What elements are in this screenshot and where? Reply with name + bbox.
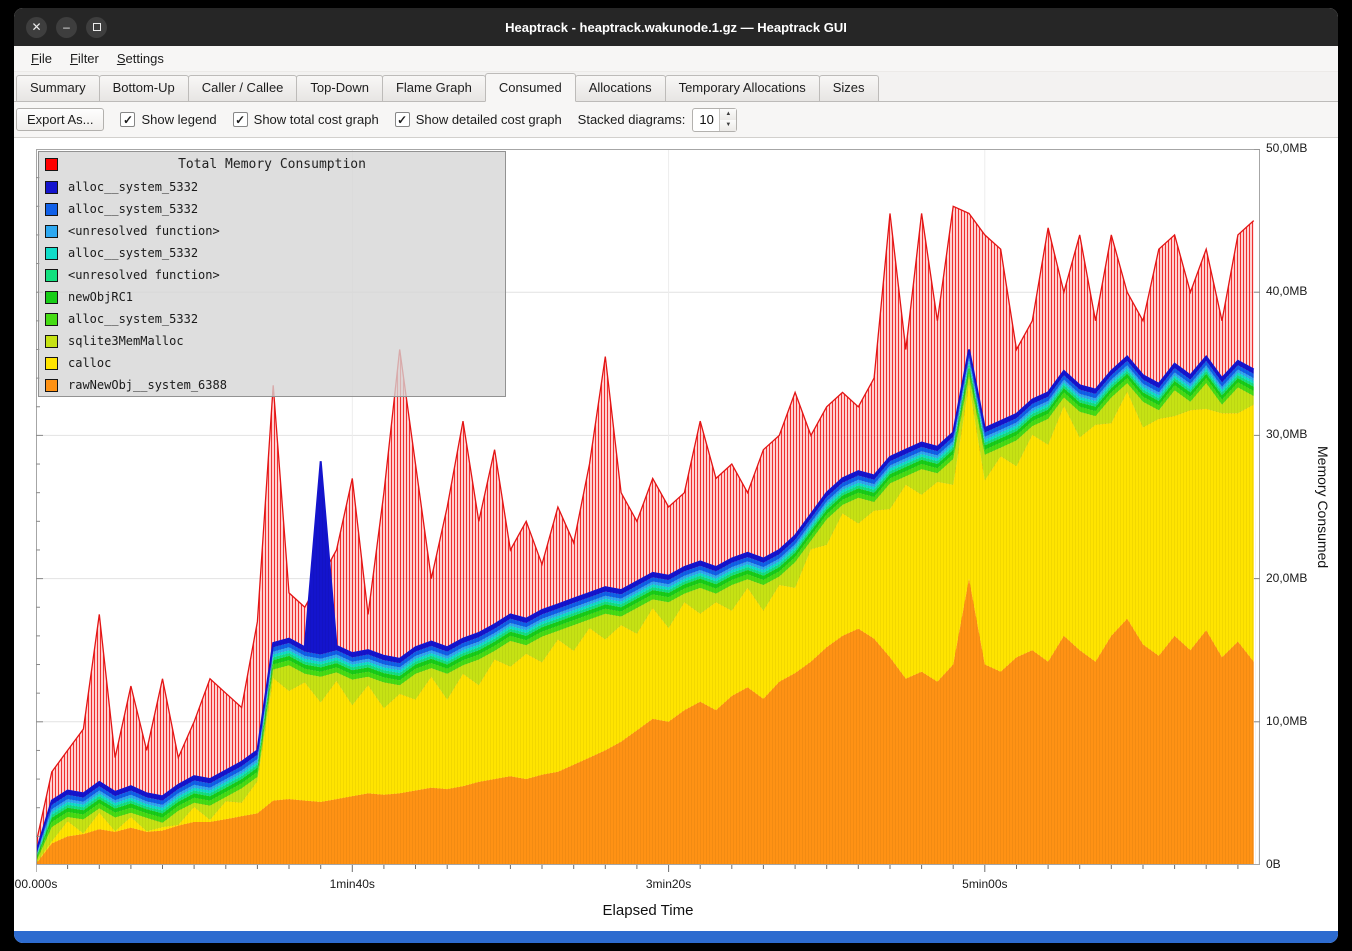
legend-item: alloc__system_5332 (39, 176, 505, 198)
stacked-diagrams-value: 10 (699, 111, 714, 127)
checkbox-group: ✓ Show legend ✓ Show total cost graph ✓ Show … (120, 112, 562, 127)
checkbox-label: Show detailed cost graph (415, 112, 562, 127)
legend-item: <unresolved function> (39, 220, 505, 242)
export-as-button[interactable]: Export As... (16, 108, 105, 131)
checkbox-show-total-cost-graph[interactable]: ✓ Show total cost graph (232, 112, 379, 127)
checkbox-show-legend[interactable]: ✓ Show legend (120, 112, 217, 127)
tab-sizes[interactable]: Sizes (818, 75, 879, 101)
checkmark-icon[interactable]: ✓ (120, 112, 136, 127)
legend-item: alloc__system_5332 (39, 308, 505, 330)
legend-rows: alloc__system_5332 alloc__system_5332 <unr… (39, 176, 505, 396)
menu-settings[interactable]: Settings (116, 50, 164, 66)
menu-bar: File Filter Settings (14, 46, 1338, 72)
legend-title: Total Memory Consumption (178, 156, 366, 172)
title-bar[interactable]: ✕ – Heaptrack - heaptrack.wakunode.1.gz —… (14, 8, 1338, 46)
legend-swatch (45, 268, 58, 282)
chart-area: Total Memory Consumption alloc__system_5… (14, 138, 1338, 931)
spinner-buttons: ▲ ▼ (719, 108, 737, 131)
x-tick-label: 5min00s (962, 877, 1008, 891)
x-tick-label: 00.000s (14, 877, 58, 891)
legend-label: alloc__system_5332 (68, 180, 199, 194)
legend-swatch (45, 334, 58, 348)
stacked-diagrams-group: Stacked diagrams: 10 ▲ ▼ (577, 107, 738, 132)
spin-up-icon[interactable]: ▲ (720, 108, 737, 120)
legend-item: <unresolved function> (39, 264, 505, 286)
tab-consumed[interactable]: Consumed (484, 73, 576, 102)
legend-swatch (45, 356, 58, 370)
tab-top-down[interactable]: Top-Down (296, 75, 383, 101)
legend-label: sqlite3MemMalloc (68, 334, 184, 348)
y-tick-label: 20,0MB (1266, 570, 1308, 585)
timeline-strip[interactable] (14, 931, 1338, 943)
legend-swatch (45, 378, 58, 392)
legend-item: rawNewObj__system_6388 (39, 374, 505, 396)
x-tick-label: 3min20s (645, 877, 692, 891)
x-axis-title: Elapsed Time (602, 902, 694, 919)
heaptrack-window: ✕ – Heaptrack - heaptrack.wakunode.1.gz —… (14, 8, 1338, 943)
y-tick-label: 40,0MB (1266, 284, 1308, 299)
checkbox-label: Show legend (141, 112, 217, 127)
tab-bar: Summary Bottom-Up Caller / Callee Top-Down F… (14, 72, 1338, 102)
legend-label: calloc (68, 356, 112, 370)
tab-allocations[interactable]: Allocations (574, 75, 666, 101)
y-tick-label: 50,0MB (1266, 141, 1308, 155)
y-axis-title: Memory Consumed (1315, 445, 1331, 569)
plot-border (36, 149, 1260, 865)
consumption-chart[interactable] (36, 149, 1260, 875)
checkmark-icon[interactable]: ✓ (232, 112, 248, 127)
close-icon[interactable]: ✕ (26, 16, 47, 38)
legend-label: <unresolved function> (68, 224, 220, 238)
y-tick-label: 10,0MB (1266, 713, 1308, 728)
window-title: Heaptrack - heaptrack.wakunode.1.gz — He… (505, 19, 847, 35)
legend-label: newObjRC1 (68, 290, 134, 304)
legend-item: calloc (39, 352, 505, 374)
tab-bottom-up[interactable]: Bottom-Up (98, 75, 189, 101)
y-tick-label: 0B (1266, 857, 1281, 871)
tab-caller-callee[interactable]: Caller / Callee (187, 75, 298, 101)
legend-label: rawNewObj__system_6388 (68, 378, 227, 392)
checkbox-show-detailed-cost-graph[interactable]: ✓ Show detailed cost graph (394, 112, 562, 127)
y-tick-label: 30,0MB (1266, 427, 1308, 442)
legend-swatch (45, 290, 58, 304)
tab-flame-graph[interactable]: Flame Graph (381, 75, 486, 101)
stacked-diagrams-spinner[interactable]: 10 ▲ ▼ (692, 107, 738, 132)
menu-filter[interactable]: Filter (69, 50, 99, 66)
legend-swatch (45, 312, 58, 326)
legend-item: sqlite3MemMalloc (39, 330, 505, 352)
window-controls: ✕ – (26, 8, 107, 46)
menu-file[interactable]: File (31, 50, 52, 66)
maximize-box-icon (92, 23, 101, 31)
legend-item: newObjRC1 (39, 286, 505, 308)
maximize-icon[interactable] (86, 16, 107, 38)
legend-item: alloc__system_5332 (39, 242, 505, 264)
legend-title-swatch (45, 157, 58, 171)
spin-down-icon[interactable]: ▼ (720, 119, 737, 131)
legend-swatch (45, 224, 58, 238)
checkbox-label: Show total cost graph (253, 112, 379, 127)
tab-summary[interactable]: Summary (16, 75, 100, 101)
stack-top-line (36, 349, 1255, 853)
legend-label: alloc__system_5332 (68, 312, 199, 326)
legend-item: alloc__system_5332 (39, 198, 505, 220)
stacked-diagrams-label: Stacked diagrams: (577, 112, 686, 127)
tab-temporary-allocations[interactable]: Temporary Allocations (664, 75, 820, 101)
total-cost-line (36, 205, 1255, 844)
legend-swatch (45, 246, 58, 260)
legend-swatch (45, 180, 58, 194)
legend-label: <unresolved function> (68, 268, 220, 282)
toolbar: Export As... ✓ Show legend ✓ Show total cos… (14, 102, 1338, 138)
legend-label: alloc__system_5332 (68, 202, 199, 216)
x-tick-label: 1min40s (329, 877, 375, 891)
checkmark-icon[interactable]: ✓ (394, 112, 410, 127)
legend-label: alloc__system_5332 (68, 246, 199, 260)
minimize-icon[interactable]: – (56, 16, 77, 38)
legend-swatch (45, 202, 58, 216)
legend-title-row: Total Memory Consumption (39, 152, 505, 176)
chart-legend: Total Memory Consumption alloc__system_5… (38, 151, 506, 397)
